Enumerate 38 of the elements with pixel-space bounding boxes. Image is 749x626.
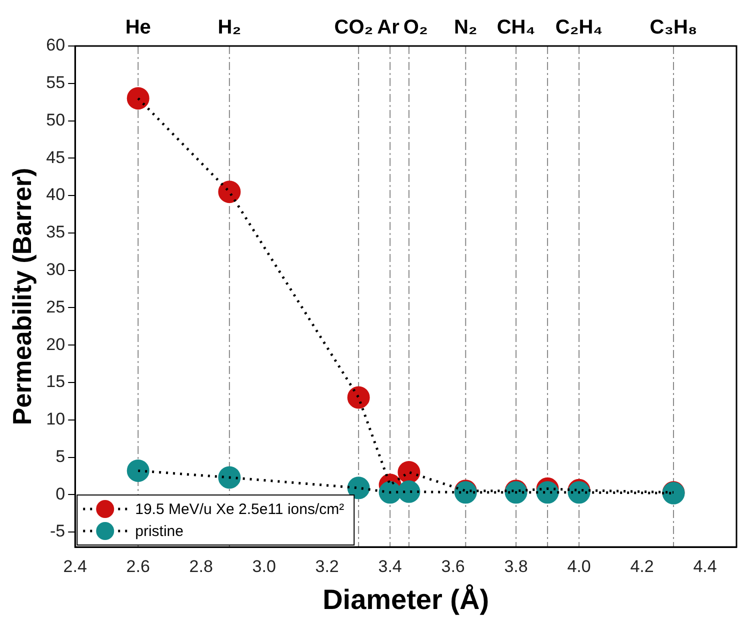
y-tick-label: 40 [46, 185, 66, 204]
y-tick-label: -5 [50, 522, 66, 541]
ref-line-label: H₂ [218, 16, 242, 39]
y-tick-label: 10 [46, 410, 66, 429]
legend-label: pristine [135, 523, 184, 540]
y-tick-label: 35 [46, 222, 66, 242]
y-tick-label: 30 [46, 260, 66, 280]
x-tick-label: 4.2 [630, 556, 654, 576]
y-tick-label: 45 [46, 148, 66, 167]
ref-line-label: CO₂ [334, 16, 374, 39]
x-tick-label: 4.0 [567, 556, 591, 576]
ref-line-label: CH₄ [496, 16, 536, 39]
x-tick-label: 2.8 [189, 556, 213, 576]
x-tick-label: 3.4 [378, 556, 402, 576]
x-tick-label: 3.6 [441, 556, 465, 576]
y-axis-title: Permeability (Barrer) [6, 168, 37, 426]
x-tick-label: 3.8 [504, 556, 528, 576]
y-tick-label: 50 [46, 110, 66, 130]
y-tick-label: 20 [46, 334, 66, 354]
ref-line-label: C₂H₄ [555, 16, 603, 39]
legend-label: 19.5 MeV/u Xe 2.5e11 ions/cm² [135, 501, 344, 518]
x-tick-label: 3.0 [252, 556, 276, 576]
y-tick-label: 25 [46, 297, 66, 316]
y-tick-label: 5 [56, 446, 66, 466]
ref-line-label: Ar [377, 16, 400, 39]
ref-line-label: He [125, 16, 151, 39]
x-tick-label: 3.2 [315, 556, 339, 576]
y-tick-label: 0 [56, 484, 66, 504]
ref-line-label: C₃H₈ [650, 16, 698, 39]
x-axis-title: Diameter (Å) [322, 584, 490, 615]
y-tick-label: 60 [46, 36, 66, 55]
y-tick-label: 15 [46, 372, 66, 392]
y-tick-label: 55 [46, 73, 66, 92]
x-tick-label: 2.4 [63, 556, 87, 576]
x-tick-label: 2.6 [126, 556, 150, 576]
x-tick-label: 4.4 [693, 556, 717, 576]
ref-line-label: N₂ [454, 16, 478, 39]
ref-line-label: O₂ [403, 16, 428, 39]
